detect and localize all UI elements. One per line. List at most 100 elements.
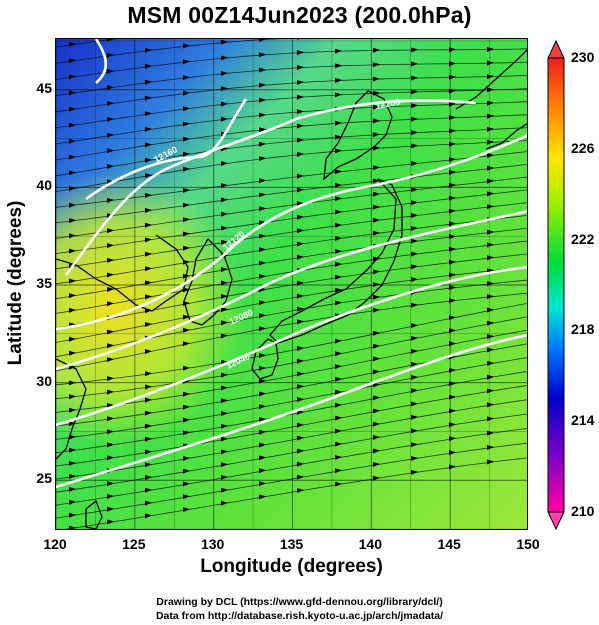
flow-arrow: [449, 436, 456, 442]
flow-arrow: [487, 374, 494, 380]
flow-arrow: [145, 95, 152, 101]
flow-arrow: [221, 161, 228, 167]
flow-arrow: [449, 157, 456, 163]
credit-line-1: Drawing by DCL (https://www.gfd-dennou.o…: [156, 596, 443, 608]
flow-arrow: [107, 132, 114, 138]
colorbar-max-arrow: [547, 40, 565, 59]
flow-arrow: [335, 222, 342, 228]
flow-arrow: [297, 50, 304, 56]
flow-arrow: [449, 61, 456, 67]
flow-arrow: [297, 187, 304, 193]
flow-arrow: [145, 513, 152, 519]
flow-arrow: [221, 320, 228, 326]
flow-arrow: [297, 397, 304, 403]
flow-arrow: [373, 282, 380, 288]
flow-arrow: [107, 257, 114, 263]
flow-arrow: [411, 47, 418, 53]
flow-arrow: [107, 116, 114, 122]
flow-arrow: [411, 213, 418, 219]
flow-arrow: [145, 111, 152, 117]
flow-arrow: [259, 391, 266, 397]
flow-arrow: [297, 306, 304, 312]
flow-arrow: [145, 142, 152, 148]
flow-arrow: [107, 287, 114, 292]
flow-arrow: [69, 58, 76, 64]
flow-arrow: [145, 280, 152, 286]
y-tick-label: 45: [36, 79, 52, 96]
flow-arrow: [335, 48, 342, 54]
flow-arrow: [221, 71, 228, 76]
flow-arrow: [449, 367, 456, 373]
flow-arrow: [69, 138, 76, 144]
flow-arrow: [449, 221, 456, 227]
flow-arrow: [487, 459, 494, 465]
flow-arrow: [107, 429, 114, 435]
coastline: [56, 234, 189, 312]
flow-arrow: [259, 52, 266, 58]
flow-arrow: [259, 274, 266, 279]
flow-arrow: [373, 343, 380, 349]
flow-arrow: [335, 148, 342, 154]
flow-arrow: [259, 313, 266, 319]
flow-arrow: [183, 468, 190, 474]
coastline: [85, 499, 103, 529]
flow-arrow: [221, 372, 228, 378]
map-plot-area: 12200 12160 12120 12080 12040: [55, 38, 528, 530]
colorbar-tick-label: 226: [571, 139, 595, 156]
flow-arrow: [221, 411, 228, 417]
flow-arrow: [373, 462, 380, 467]
flow-arrow: [335, 415, 342, 421]
flow-arrow: [487, 74, 494, 80]
flow-arrow: [411, 302, 418, 308]
flow-arrow: [69, 42, 76, 47]
flow-arrow: [69, 487, 76, 492]
flow-arrow: [221, 39, 228, 45]
flow-arrow: [411, 161, 418, 167]
flow-arrow: [145, 462, 152, 468]
flow-arrow: [221, 267, 228, 273]
coastline: [485, 122, 527, 150]
flow-arrow: [373, 204, 380, 210]
flow-arrow: [107, 272, 114, 278]
flow-arrow: [335, 63, 342, 69]
flow-arrow: [259, 178, 266, 184]
flow-arrow: [487, 47, 494, 52]
flow-arrow: [449, 328, 456, 334]
flow-arrow: [335, 376, 342, 382]
flow-arrow: [69, 474, 76, 479]
flow-arrow: [449, 394, 456, 400]
flow-arrow: [297, 346, 304, 351]
coastline: [183, 237, 233, 326]
flow-arrow: [449, 234, 456, 240]
flow-arrow: [221, 436, 228, 442]
contour-line: [56, 265, 527, 427]
flow-arrow: [183, 507, 190, 513]
flow-arrow: [259, 127, 266, 133]
flow-arrow: [259, 39, 266, 42]
streamline: [56, 39, 281, 64]
flow-arrow: [69, 170, 76, 176]
flow-arrow: [297, 358, 304, 364]
flow-arrow: [183, 136, 190, 142]
flow-arrow: [145, 423, 152, 429]
flow-arrow: [183, 287, 190, 293]
flow-arrow: [373, 132, 380, 138]
flow-arrow: [259, 429, 266, 435]
flow-arrow: [335, 274, 342, 280]
flow-arrow: [411, 277, 418, 283]
flow-arrow: [297, 488, 304, 493]
flow-arrow: [145, 173, 152, 178]
flow-arrow: [107, 39, 114, 42]
flow-arrow: [335, 338, 342, 344]
flow-arrow: [183, 404, 190, 410]
flow-arrow: [69, 202, 76, 208]
flow-arrow: [411, 361, 418, 367]
flow-arrow: [107, 357, 114, 363]
flow-arrow: [487, 60, 494, 66]
flow-arrow: [411, 89, 418, 95]
flow-arrow: [145, 193, 152, 198]
flow-arrow: [107, 228, 114, 234]
flow-arrow: [335, 209, 342, 215]
flow-arrow: [335, 78, 342, 83]
flow-arrow: [259, 247, 266, 253]
